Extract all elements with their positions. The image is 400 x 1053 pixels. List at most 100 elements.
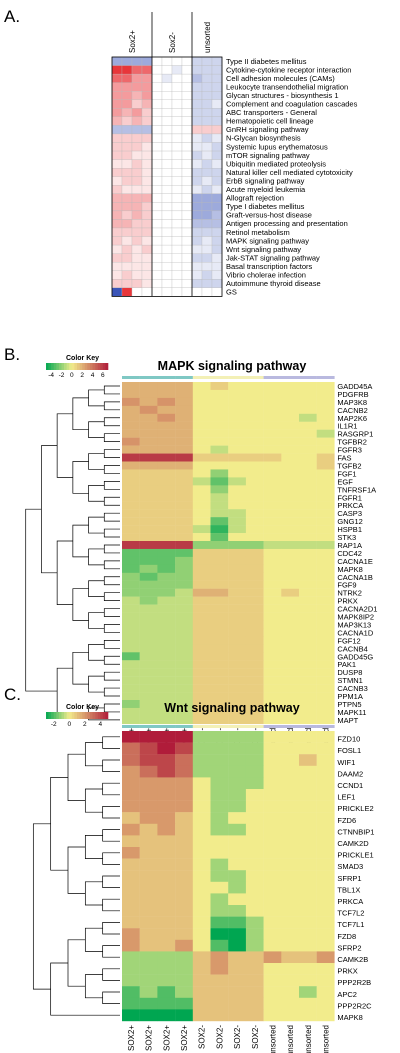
heatmap-b-cell (175, 389, 193, 399)
heatmap-b-cell (228, 413, 247, 422)
heatmap-a-cell (171, 262, 183, 271)
heatmap-c-cell (299, 916, 317, 929)
heatmap-b-cell (139, 493, 158, 502)
heatmap-b-cell (299, 660, 317, 669)
heatmap-c-row-label: SFRP1 (337, 874, 361, 883)
heatmap-b-cell (157, 461, 176, 470)
heatmap-b-cell (281, 517, 300, 526)
heatmap-b-cell (245, 580, 264, 589)
heatmap-c-cell (228, 939, 247, 952)
heatmap-b-cell (157, 620, 176, 629)
heatmap-b-row-label: CACNA2D1 (337, 605, 377, 614)
heatmap-b-cell (245, 715, 264, 725)
heatmap-b-cell (210, 509, 229, 518)
heatmap-a-cell (201, 219, 213, 229)
heatmap-a-cell (121, 176, 133, 186)
heatmap-c-cell (157, 963, 176, 975)
panel-c-key-swatch (71, 712, 75, 719)
panel-b-key-swatch (87, 363, 91, 370)
heatmap-a-row-label: ABC transporters - General (226, 108, 317, 117)
heatmap-a-cell (181, 99, 193, 109)
heatmap-a-cell (151, 65, 163, 75)
heatmap-b-cell (192, 612, 211, 621)
heatmap-a-cell (141, 227, 153, 237)
panel-b-key-swatch (64, 363, 67, 370)
heatmap-a-cell (121, 99, 133, 109)
heatmap-b-cell (139, 652, 158, 661)
heatmap-a-cell (111, 56, 123, 66)
heatmap-b-cell (245, 389, 264, 399)
heatmap-b-cell (263, 469, 282, 478)
heatmap-b-cell (299, 477, 317, 486)
heatmap-c-cell (245, 800, 264, 813)
heatmap-a-cell (211, 108, 223, 118)
heatmap-b-row-label: CACNB4 (337, 644, 367, 653)
heatmap-a-cell (201, 108, 213, 118)
heatmap-a-cell (121, 219, 133, 229)
heatmap-a-cell (111, 91, 123, 100)
heatmap-c-cell (139, 870, 158, 882)
heatmap-a-cell (121, 167, 133, 177)
heatmap-b-cell (299, 485, 317, 494)
heatmap-c-cell (281, 1009, 300, 1022)
panel-b-key-swatch (82, 363, 86, 370)
heatmap-b-cell (175, 652, 193, 661)
heatmap-a-cell (171, 236, 183, 246)
heatmap-b-cell (316, 676, 335, 685)
heatmap-b-cell (281, 477, 300, 486)
panel-b-key-swatch (77, 363, 80, 370)
heatmap-b-group-bar (316, 376, 335, 379)
heatmap-c-cell (192, 905, 211, 917)
heatmap-b-cell (263, 604, 282, 613)
heatmap-a-cell (141, 270, 153, 280)
heatmap-b-cell (139, 429, 158, 438)
heatmap-b-cell (281, 564, 300, 573)
heatmap-b-cell (299, 413, 317, 422)
heatmap-b-cell (192, 684, 211, 693)
heatmap-b-cell (175, 453, 193, 462)
heatmap-a-cell (111, 202, 123, 212)
heatmap-b-cell (281, 580, 300, 589)
heatmap-a-cell (121, 244, 133, 254)
heatmap-a-row-label: Hematopoietic cell lineage (226, 117, 314, 126)
heatmap-b-cell (122, 389, 140, 399)
heatmap-b-cell (139, 525, 158, 534)
heatmap-c-cell (175, 963, 193, 975)
heatmap-b-cell (175, 620, 193, 629)
panel-b-key-title: Color Key (66, 355, 99, 362)
heatmap-c-cell (210, 754, 229, 766)
heatmap-b-cell (228, 517, 247, 526)
heatmap-c-cell (245, 777, 264, 790)
heatmap-c-cell (263, 847, 282, 859)
heatmap-c-cell (316, 858, 335, 871)
heatmap-b-cell (175, 493, 193, 502)
heatmap-b-cell (122, 548, 140, 558)
heatmap-b-cell (139, 564, 158, 573)
heatmap-c-col-label: unsorted (322, 1025, 331, 1053)
heatmap-b-cell (245, 413, 264, 422)
heatmap-c-cell (316, 893, 335, 906)
heatmap-b-cell (228, 564, 247, 573)
heatmap-b-group-bar (245, 376, 264, 379)
heatmap-a-row-label: Type II diabetes mellitus (226, 57, 307, 66)
heatmap-c-cell (157, 800, 176, 813)
heatmap-c-cell (157, 789, 176, 801)
heatmap-b-cell (192, 461, 211, 470)
heatmap-b-cell (245, 405, 264, 414)
heatmap-c-cell (157, 939, 176, 952)
heatmap-a-cell (181, 236, 193, 246)
heatmap-a-cell (161, 287, 173, 297)
heatmap-b-cell (122, 556, 140, 566)
heatmap-c-cell (210, 835, 229, 848)
heatmap-c-row-label: PRICKLE2 (337, 804, 373, 813)
heatmap-b-cell (281, 668, 300, 677)
heatmap-a-cell (171, 82, 183, 92)
heatmap-b-cell (281, 461, 300, 470)
heatmap-b-cell (157, 437, 176, 446)
heatmap-c-cell (245, 905, 264, 917)
heatmap-c-cell (245, 916, 264, 929)
heatmap-b-cell (228, 596, 247, 605)
heatmap-b-cell (139, 700, 158, 709)
heatmap-c-cell (263, 754, 282, 766)
heatmap-c-cell (228, 916, 247, 929)
